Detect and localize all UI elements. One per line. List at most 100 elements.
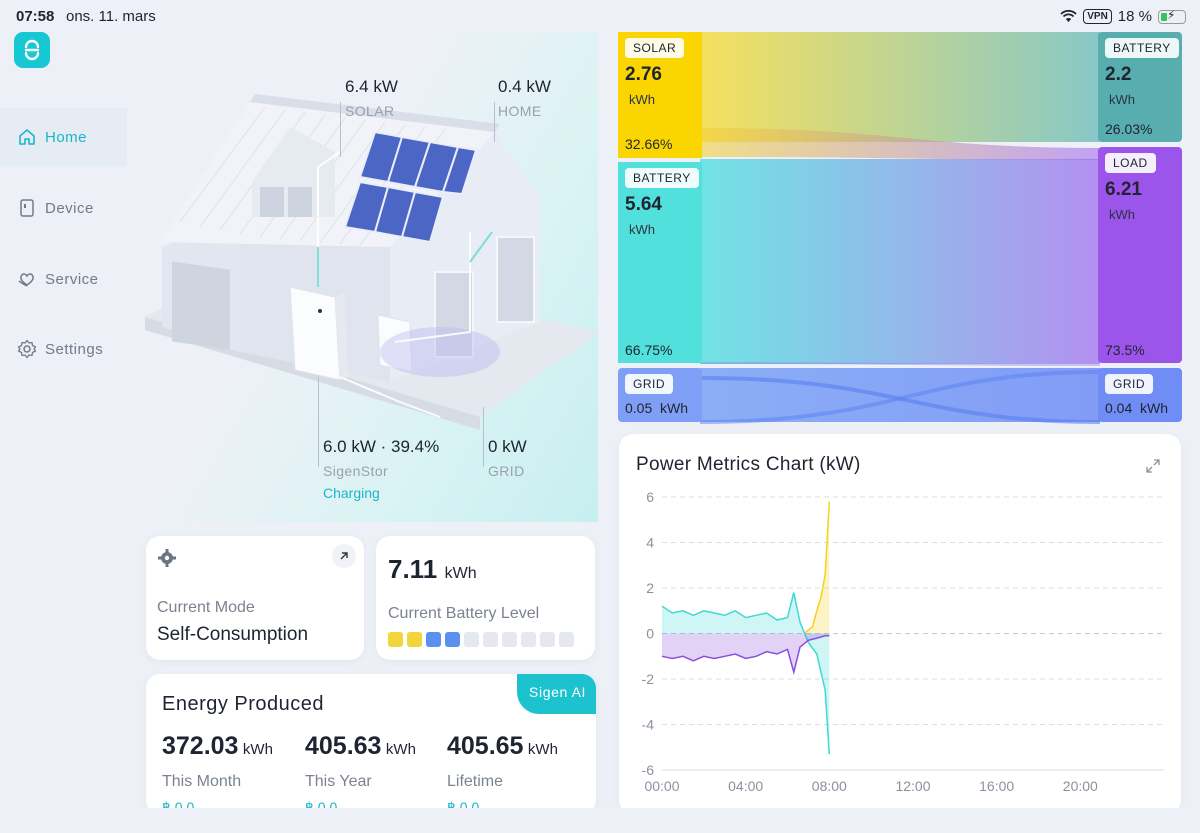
sankey-left-battery-unit: kWh — [629, 222, 655, 237]
x-tick-label: 00:00 — [644, 778, 679, 794]
sankey-left-grid-label: GRID — [625, 374, 673, 394]
home-power-label: HOME — [498, 103, 542, 119]
solar-power-metric: 6.4 kW SOLAR — [345, 77, 398, 119]
series-line — [661, 592, 831, 755]
battery-level-card[interactable]: 7.11 kWh Current Battery Level — [376, 536, 595, 660]
solar-power-label: SOLAR — [345, 103, 395, 119]
x-tick-label: 16:00 — [979, 778, 1014, 794]
x-tick-label: 08:00 — [812, 778, 847, 794]
battery-segment — [464, 632, 479, 647]
sankey-right-battery-unit: kWh — [1109, 92, 1135, 107]
grid-power-value: 0 kW — [488, 437, 527, 456]
wifi-icon — [1060, 10, 1077, 22]
sankey-right-battery-value: 2.2 — [1105, 64, 1132, 85]
status-time: 07:58 — [16, 8, 55, 25]
sankey-right-load-label: LOAD — [1105, 153, 1156, 173]
energy-produced-card[interactable]: Energy Produced Sigen AI 372.03 kWh This… — [146, 674, 596, 814]
sigen-ai-badge[interactable]: Sigen AI — [517, 674, 596, 714]
sankey-left-battery-pct: 66.75% — [625, 342, 673, 358]
app-logo-icon — [14, 32, 50, 68]
grid-power-metric: 0 kW GRID — [488, 437, 527, 479]
energy-month-label: This Month — [162, 773, 242, 790]
gear-icon — [17, 339, 37, 359]
house-illustration — [145, 94, 598, 430]
battery-segment — [559, 632, 574, 647]
energy-year: 405.63 kWh This Year ฿ 0.0 — [305, 732, 416, 814]
expand-button[interactable] — [332, 544, 356, 568]
sankey-left-solar-value: 2.76 — [625, 64, 662, 85]
sigenstor-metric: 6.0 kW · 39.4% SigenStor Charging — [323, 437, 439, 501]
energy-lifetime-label: Lifetime — [447, 773, 504, 790]
battery-segment — [445, 632, 460, 647]
status-bar: 07:58 ons. 11. mars VPN 18 % ⚡ — [0, 0, 1200, 32]
battery-level-reading: 7.11 kWh — [388, 554, 477, 585]
y-tick-label: 2 — [646, 580, 654, 596]
sankey-left-solar-unit: kWh — [629, 92, 655, 107]
battery-segments — [388, 632, 574, 647]
sigenstor-label: SigenStor — [323, 463, 389, 479]
mode-value: Self-Consumption — [157, 624, 309, 645]
energy-sankey: SOLAR 2.76 kWh 32.66% BATTERY 5.64 kWh 6… — [618, 32, 1182, 424]
sankey-right-grid-value: 0.04 kWh — [1105, 400, 1169, 416]
y-tick-label: 0 — [646, 626, 654, 642]
sankey-right-load-pct: 73.5% — [1105, 342, 1145, 358]
sankey-right-battery-pct: 26.03% — [1105, 121, 1153, 137]
gear-icon — [158, 549, 176, 567]
sidebar-item-service[interactable]: Service — [0, 250, 127, 308]
home-icon — [19, 129, 35, 145]
series-area — [662, 633, 830, 673]
solar-power-value: 6.4 kW — [345, 77, 398, 96]
battery-level-label: Current Battery Level — [388, 605, 540, 622]
sigenstor-value: 6.0 kW · 39.4% — [323, 437, 440, 456]
sankey-left-battery-label: BATTERY — [625, 168, 699, 188]
sankey-left-battery-value: 5.64 — [625, 194, 662, 215]
sankey-right-load-value: 6.21 — [1105, 179, 1142, 200]
battery-segment — [388, 632, 403, 647]
battery-segment — [502, 632, 517, 647]
battery-level-unit: kWh — [444, 565, 477, 582]
sankey-right-grid-label: GRID — [1105, 374, 1153, 394]
device-icon — [20, 199, 34, 217]
status-date: ons. 11. mars — [66, 8, 156, 25]
battery-level-value: 7.11 — [388, 554, 438, 584]
sidebar-item-device[interactable]: Device — [0, 179, 127, 237]
energy-year-label: This Year — [305, 773, 372, 790]
energy-year-value: 405.63 — [305, 732, 382, 760]
series-area — [804, 501, 830, 634]
home-power-metric: 0.4 kW HOME — [498, 77, 551, 119]
y-tick-label: 6 — [646, 489, 654, 505]
battery-segment — [407, 632, 422, 647]
sidebar-item-label: Device — [45, 199, 94, 217]
energy-title: Energy Produced — [162, 693, 325, 715]
sidebar-item-label: Home — [45, 128, 88, 146]
sidebar-item-label: Service — [45, 270, 99, 288]
energy-month: 372.03 kWh This Month ฿ 0.0 — [162, 732, 273, 814]
energy-lifetime-unit: kWh — [527, 741, 558, 758]
x-tick-label: 20:00 — [1063, 778, 1098, 794]
power-metrics-chart-card[interactable]: Power Metrics Chart (kW) 6 4 2 0 -2 -4 -6 00:00… — [619, 434, 1181, 814]
energy-flow-illustration: 6.4 kW SOLAR 0.4 kW HOME 6.0 kW · 39.4% … — [140, 32, 598, 522]
sidebar-item-settings[interactable]: Settings — [0, 320, 127, 378]
energy-year-unit: kWh — [385, 741, 416, 758]
series-line — [803, 501, 831, 635]
y-tick-label: 4 — [646, 535, 654, 551]
battery-icon: ⚡ — [1158, 8, 1186, 24]
y-tick-label: -2 — [642, 671, 655, 687]
y-tick-label: -4 — [642, 717, 655, 733]
home-power-value: 0.4 kW — [498, 77, 551, 96]
energy-lifetime-value: 405.65 — [447, 732, 524, 760]
battery-segment — [426, 632, 441, 647]
service-icon — [18, 273, 34, 287]
battery-segment — [483, 632, 498, 647]
expand-icon[interactable] — [1145, 458, 1161, 474]
sidebar-item-home[interactable]: Home — [0, 108, 127, 166]
vpn-badge: VPN — [1083, 9, 1112, 24]
energy-lifetime: 405.65 kWh Lifetime ฿ 0.0 — [447, 732, 558, 814]
sankey-left-solar-pct: 32.66% — [625, 136, 673, 152]
power-chart: 6 4 2 0 -2 -4 -600:00 04:00 08:00 12:00 16:00 20:00 — [642, 489, 1164, 794]
current-mode-card[interactable]: Current Mode Self-Consumption — [146, 536, 364, 660]
energy-month-unit: kWh — [242, 741, 273, 758]
sigenstor-state: Charging — [323, 485, 380, 501]
x-tick-label: 12:00 — [895, 778, 930, 794]
sankey-left-solar-label: SOLAR — [625, 38, 685, 58]
